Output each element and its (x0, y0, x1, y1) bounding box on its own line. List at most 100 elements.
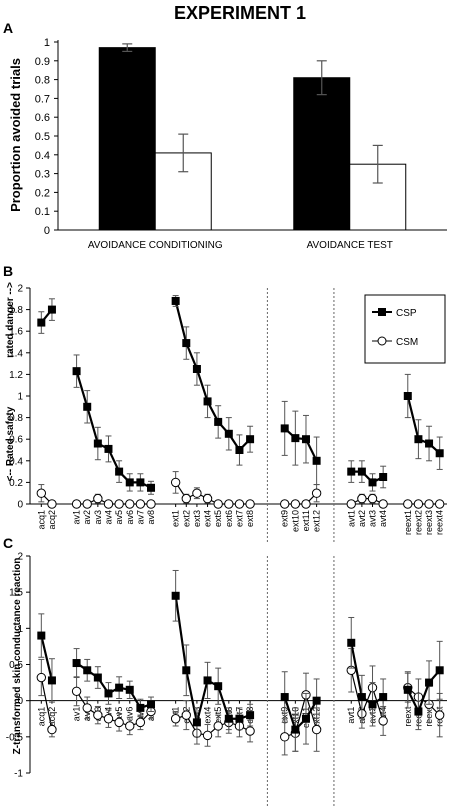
csm-line (407, 687, 441, 716)
csp-line (75, 370, 152, 489)
csp-point (435, 449, 444, 458)
y-tick-label: 1.6 (9, 327, 23, 338)
csp-point (312, 696, 321, 705)
csm-point (378, 716, 388, 726)
x-tick-label: acq2 (47, 707, 57, 727)
csm-point (181, 493, 191, 504)
csp-point (379, 473, 388, 481)
y-tick-label: 1.2 (9, 370, 23, 381)
csm-point (357, 493, 367, 504)
csp-point (72, 367, 81, 376)
csp-point (203, 676, 212, 685)
csp-point (301, 435, 310, 444)
y-tick-label: 2 (17, 284, 23, 295)
panel-a-letter: A (3, 20, 13, 36)
x-tick-label: av6 (125, 510, 135, 525)
csp-point (104, 689, 113, 698)
panel-b: B rated danger --> <-- Rated safety 0 0.2… (3, 263, 447, 544)
csm-point (434, 710, 445, 720)
csp-point (357, 467, 366, 476)
x-tick-label: ext4 (203, 707, 213, 724)
panel-c-letter: C (3, 535, 13, 551)
y-tick-label: 1 (44, 37, 50, 49)
csp-point (192, 718, 201, 727)
csm-point (245, 726, 255, 736)
x-tick-label: av1 (72, 707, 82, 722)
csp-point (115, 683, 124, 692)
csm-point (170, 714, 181, 724)
y-tick-label: 0.8 (9, 413, 23, 424)
y-tick-label: 0.5 (35, 131, 50, 143)
csp-point (83, 666, 92, 675)
x-tick-label: acq1 (36, 707, 46, 727)
csm-point (36, 672, 47, 683)
csm-point (47, 499, 57, 509)
csp-line (40, 635, 54, 681)
csp-point (246, 435, 255, 444)
x-tick-label: ext5 (213, 510, 223, 527)
y-tick-label: 0.4 (35, 150, 50, 162)
csm-point (47, 724, 57, 735)
csm-point (71, 686, 82, 696)
x-tick-label: avt2 (357, 510, 367, 527)
panel-c-ylabel: Z-transformed skin conductance reaction (12, 558, 23, 755)
x-tick-label: acq2 (47, 510, 57, 530)
x-tick-label: ext9 (280, 510, 290, 527)
csm-point (146, 499, 156, 509)
csp-point (93, 439, 102, 448)
csp-line (406, 669, 441, 715)
csp-point (125, 478, 134, 487)
legend-frame (364, 294, 446, 364)
csm-point (170, 477, 181, 488)
x-tick-label: av7 (135, 510, 145, 525)
x-tick-label: ext8 (245, 510, 255, 527)
x-tick-label: av6 (125, 707, 135, 722)
csp-point (368, 700, 377, 709)
panel-b-ylabel-bottom: <-- Rated safety (5, 406, 16, 481)
csp-point (235, 446, 244, 454)
csp-point (224, 714, 233, 723)
csp-point (182, 666, 191, 675)
y-tick-label: 0.4 (9, 456, 23, 467)
x-tick-label: ext4 (203, 510, 213, 527)
x-tick-label: ext6 (224, 510, 234, 527)
csm-point (290, 499, 301, 509)
csm-point (311, 724, 322, 735)
x-tick-label: reext3 (424, 510, 434, 535)
csm-point (93, 710, 103, 720)
x-tick-label: ext1 (171, 510, 181, 527)
csp-point (136, 703, 145, 712)
y-tick-label: 1 (17, 392, 23, 403)
csp-point (125, 685, 134, 694)
csm-point (192, 488, 202, 498)
y-tick-label: 0 (44, 225, 50, 237)
csp-line (283, 427, 318, 462)
panel-b-letter: B (3, 263, 13, 279)
legend-csm-label: CSM (396, 337, 418, 348)
csp-point (214, 417, 223, 426)
category-label: AVOIDANCE CONDITIONING (88, 240, 223, 251)
y-tick-label: 0.2 (9, 478, 23, 489)
y-tick-label: 0.6 (35, 112, 50, 124)
panel-a: A Proportion avoided trials 0 0.1 0.2 0.3 0.… (3, 20, 447, 251)
csp-point (224, 429, 233, 438)
csm-point (202, 730, 213, 741)
x-tick-label: av3 (93, 510, 103, 525)
csm-line (350, 498, 384, 505)
panel-c-series (36, 569, 445, 756)
y-tick-label: 1 (17, 624, 23, 635)
legend-csp-marker (378, 308, 386, 316)
y-tick-label: 1.5 (9, 588, 23, 599)
csp-point (291, 434, 300, 443)
csp-point (280, 424, 289, 433)
csp-point (37, 631, 46, 640)
csm-line (40, 677, 53, 730)
bar (98, 47, 156, 231)
x-tick-label: acq1 (36, 510, 46, 530)
panel-b-series (36, 295, 445, 509)
y-tick-label: 0.6 (9, 435, 23, 446)
csp-line (350, 642, 384, 706)
csp-point (291, 725, 300, 734)
csm-point (114, 499, 124, 509)
x-tick-label: ext3 (192, 510, 202, 527)
